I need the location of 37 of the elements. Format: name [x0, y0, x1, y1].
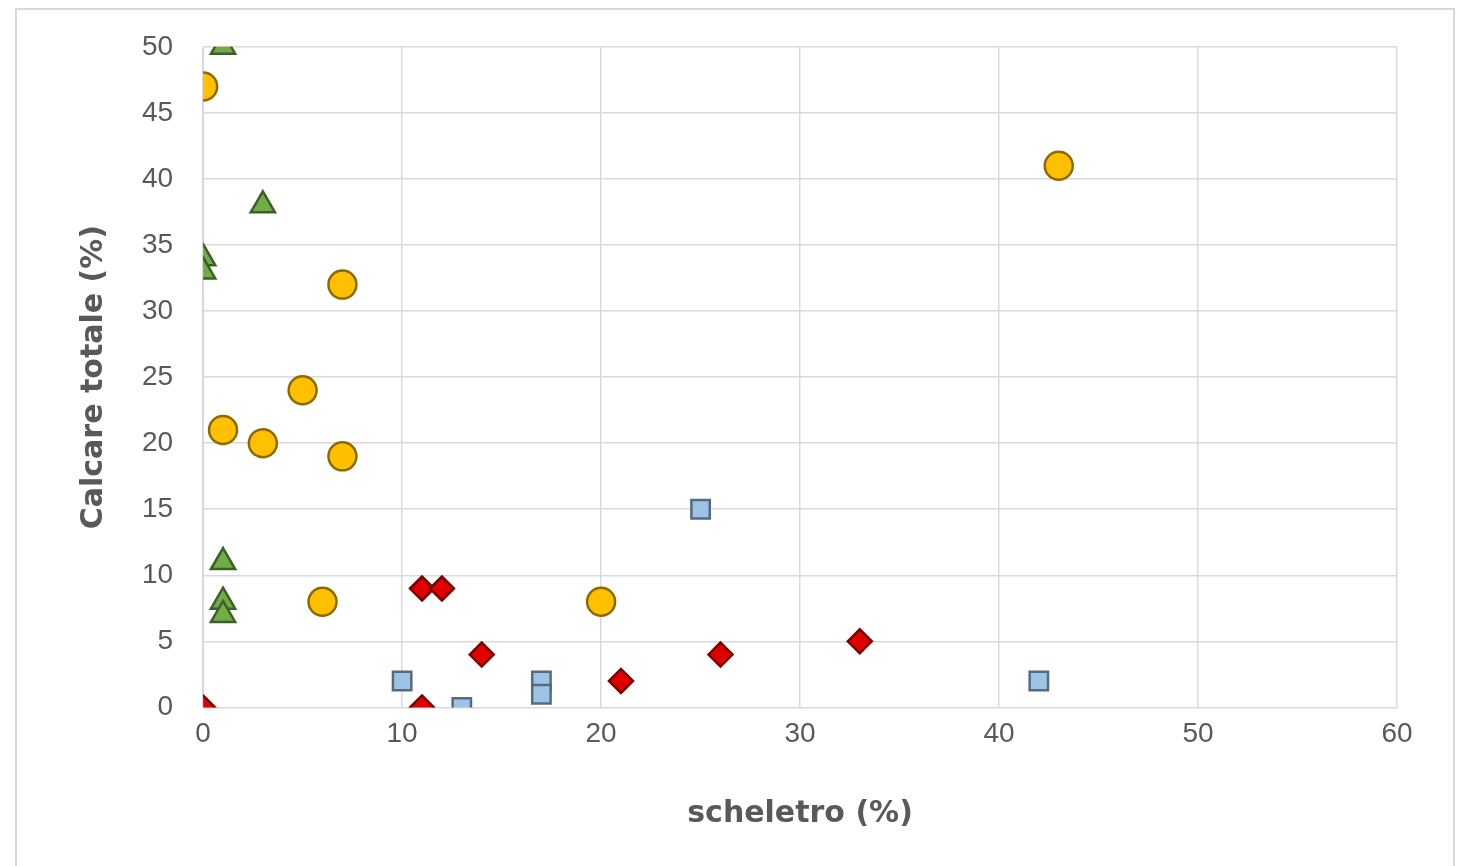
point: [428, 575, 456, 602]
y-tick-label: 45: [141, 95, 174, 127]
y-tick-label: 20: [141, 425, 174, 457]
point: [607, 667, 635, 695]
point: [207, 414, 239, 446]
point: [391, 670, 413, 692]
x-tick-label: 0: [195, 716, 211, 748]
y-tick-label: 10: [141, 558, 174, 589]
point: [287, 375, 318, 406]
y-axis-title: Calcare totale (%): [73, 224, 109, 530]
y-tick-label: 50: [141, 29, 174, 61]
y-tick-label: 0: [157, 690, 174, 722]
point: [585, 586, 617, 617]
x-tick-label: 30: [784, 716, 816, 748]
x-tick-label: 50: [1182, 716, 1214, 748]
point: [327, 269, 358, 300]
point: [247, 427, 279, 459]
point: [707, 641, 734, 668]
x-axis-title: scheletro (%): [687, 793, 913, 829]
x-tick-label: 20: [585, 716, 617, 748]
point: [530, 683, 552, 705]
y-tick-label: 25: [141, 359, 174, 391]
y-tick-label: 15: [141, 491, 174, 523]
y-tick-label: 40: [141, 161, 174, 193]
y-tick-label: 5: [157, 624, 174, 656]
point: [327, 441, 358, 472]
x-tick-label: 10: [386, 716, 418, 748]
point: [690, 498, 712, 520]
point: [1028, 670, 1050, 692]
y-tick-label: 30: [141, 293, 174, 325]
point: [846, 628, 874, 655]
x-tick-label: 40: [983, 716, 1015, 748]
point: [468, 641, 495, 668]
point: [307, 586, 338, 617]
point: [1043, 150, 1074, 181]
y-tick-label: 35: [141, 227, 174, 259]
x-tick-label: 60: [1381, 716, 1413, 748]
